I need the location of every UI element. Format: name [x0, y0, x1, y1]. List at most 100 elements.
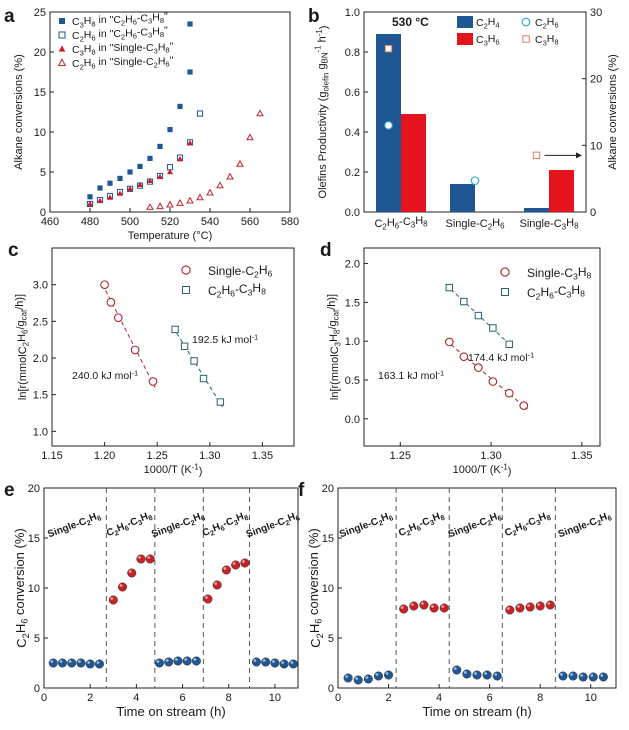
- data-point: [568, 671, 578, 681]
- y-tick-label: 0: [40, 207, 46, 219]
- data-point: [240, 558, 250, 568]
- y-axis-label: Olefins Productivity (golefin​ gBN​-1​ h…: [314, 26, 331, 199]
- data-point: [501, 288, 509, 296]
- x-tick-label: 1.15: [41, 450, 62, 462]
- x-tick-label: 0: [41, 692, 47, 704]
- data-point: [598, 672, 608, 682]
- data-point: [462, 669, 472, 679]
- data-point: [419, 600, 429, 610]
- data-point: [76, 658, 86, 668]
- data-point: [97, 197, 103, 203]
- data-point: [489, 324, 497, 332]
- y-axis-label: C2​H6​ conversion (%): [306, 528, 325, 648]
- data-point: [127, 568, 137, 578]
- data-point: [94, 659, 104, 669]
- legend-entry: C2​H4​: [476, 16, 500, 30]
- data-point: [221, 565, 231, 575]
- y-tick-label: 20: [34, 47, 46, 59]
- data-point: [180, 342, 189, 350]
- segment-label: Single-C2​H6​: [245, 510, 302, 541]
- data-point: [108, 595, 118, 605]
- y-tick-label: 2.5: [33, 316, 48, 328]
- bar-C3H6: [401, 114, 426, 212]
- y-tick-label: 3.0: [33, 280, 48, 292]
- data-point: [146, 202, 154, 210]
- point-highlight: [431, 605, 434, 608]
- data-point: [58, 31, 66, 39]
- panel-letter-f: f: [298, 480, 305, 501]
- data-point: [67, 658, 77, 668]
- bar-C2H4: [524, 208, 549, 212]
- x-tick-label: 0: [335, 692, 341, 704]
- data-point: [482, 670, 492, 680]
- x-tick-label: 460: [41, 216, 59, 228]
- panel-letter-e: e: [4, 480, 15, 501]
- point-highlight: [385, 672, 389, 675]
- data-point: [113, 313, 123, 323]
- data-point: [182, 286, 190, 294]
- legend-swatch: [457, 33, 473, 45]
- data-point: [384, 44, 393, 53]
- y-tick-label: 0: [34, 683, 40, 695]
- y-tick-label: 20: [28, 483, 40, 495]
- y-tick-label: 15: [34, 87, 46, 99]
- point-highlight: [262, 659, 266, 662]
- data-point: [525, 602, 535, 612]
- point-highlight: [214, 582, 218, 585]
- data-point: [199, 374, 208, 383]
- data-point: [85, 659, 95, 669]
- y-tick-label: 0.8: [345, 47, 360, 59]
- data-point: [545, 600, 555, 610]
- x-axis-label: 1000/T (K-1​): [453, 462, 512, 477]
- panel-e: 0 2 4 6 8 10 0 5 10 15 20 Time on stream (h) C2​H6​ …: [12, 483, 302, 719]
- y-tick-label-right: 30: [590, 7, 602, 19]
- panel-f: 0 2 4 6 8 10 0 5 10 15 20 Time on stream (h) C2​H6​ …: [306, 483, 617, 719]
- point-highlight: [600, 674, 604, 677]
- axis-arrow-head: [576, 152, 582, 159]
- point-highlight: [355, 677, 359, 680]
- data-point: [57, 58, 67, 67]
- data-point: [164, 657, 174, 667]
- segment-label: C2​H6​-C3​H8​: [200, 510, 250, 540]
- legend-entry: C2​H6​: [535, 16, 559, 30]
- x-tick-label: 8: [537, 692, 543, 704]
- data-point: [470, 176, 480, 186]
- data-point: [373, 671, 383, 681]
- y-tick-label: 15: [28, 533, 40, 545]
- legend-entry: C2​H6​-C3​H8​: [527, 283, 585, 302]
- data-point: [196, 193, 204, 201]
- y-tick-label: 10: [28, 583, 40, 595]
- y-tick-label: 15: [322, 533, 334, 545]
- point-highlight: [484, 672, 488, 675]
- data-point: [191, 656, 201, 666]
- data-point: [216, 398, 225, 406]
- y-tick-label-right: 10: [590, 140, 602, 152]
- data-point: [216, 181, 224, 189]
- activation-energy-label: 192.5 kJ mol-1​: [192, 333, 258, 346]
- y-tick-label: 1.0: [345, 336, 360, 348]
- y-tick-label: 0.6: [345, 87, 360, 99]
- data-point: [137, 181, 143, 187]
- data-point: [521, 17, 531, 27]
- data-point: [504, 388, 514, 398]
- x-tick-label: 2: [87, 692, 93, 704]
- panel-b: 0.0 0.2 0.4 0.6 0.8 1.0 0 10 20 30 C2​H6​-C3​H8​ Si…: [314, 7, 619, 231]
- data-point: [460, 297, 468, 306]
- data-point: [452, 665, 462, 675]
- panel-d: 1.25 1.30 1.35 0.0 0.5 1.0 1.5 2.0 1000/T (K-1​)…: [326, 247, 601, 477]
- x-tick-label: 480: [81, 216, 99, 228]
- point-highlight: [138, 556, 141, 559]
- y-tick-label: 0.0: [345, 207, 360, 219]
- data-point: [130, 345, 140, 355]
- data-point: [157, 143, 163, 149]
- data-point: [187, 69, 193, 75]
- x-tick-label: 10: [585, 692, 597, 704]
- y-tick-label: 0.4: [345, 127, 360, 139]
- panel-a: 460 480 500 520 540 560 580 0 5 10 15 20 25 Temperatu…: [13, 7, 299, 242]
- point-highlight: [580, 674, 584, 677]
- x-tick-label: 1.20: [94, 450, 115, 462]
- y-tick-label: 25: [34, 7, 46, 19]
- data-point: [196, 110, 204, 117]
- data-point: [117, 190, 123, 196]
- data-point: [58, 45, 66, 52]
